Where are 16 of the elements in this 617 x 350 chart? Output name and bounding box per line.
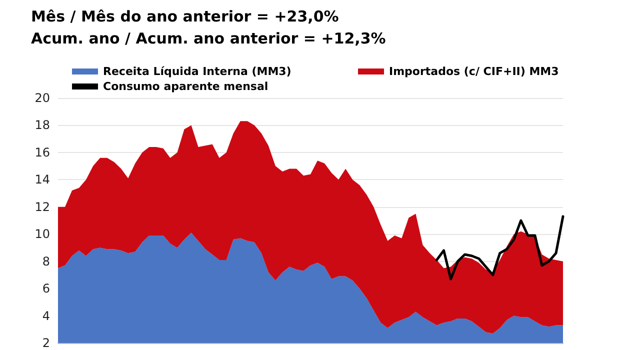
chart-subtitle: Acum. ano / Acum. ano anterior = +12,3%: [31, 30, 386, 48]
legend-label: Importados (c/ CIF+II) MM3: [389, 65, 559, 78]
y-tick-label: 10: [34, 227, 50, 242]
y-tick-label: 14: [34, 172, 50, 187]
y-tick-label: 8: [42, 254, 50, 268]
legend-label: Receita Líquida Interna (MM3): [103, 65, 292, 78]
y-tick-label: 6: [42, 282, 50, 296]
y-tick-label: 2: [42, 336, 50, 350]
y-tick-label: 4: [42, 308, 50, 323]
legend-label: Consumo aparente mensal: [103, 80, 268, 93]
y-tick-label: 18: [34, 118, 50, 132]
y-tick-label: 20: [34, 91, 50, 105]
line-series: [436, 215, 564, 280]
y-tick-label: 12: [34, 200, 50, 214]
chart-title: Mês / Mês do ano anterior = +23,0%: [31, 8, 339, 26]
y-tick-label: 16: [34, 145, 50, 160]
